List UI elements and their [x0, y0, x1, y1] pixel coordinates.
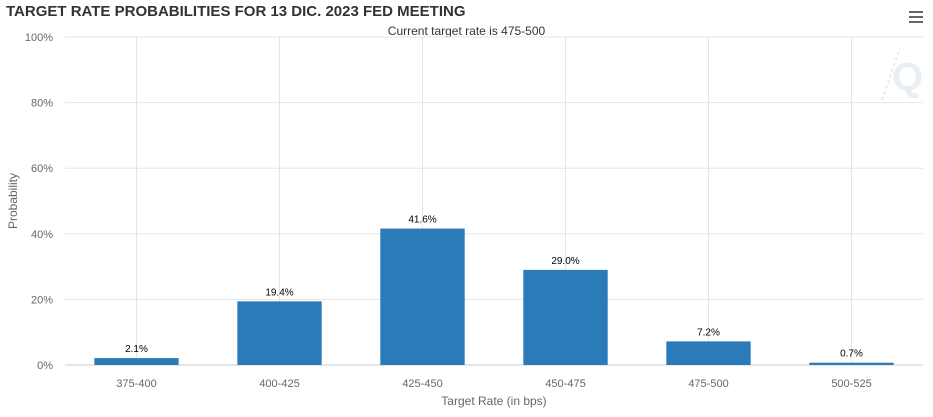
bar-400-425[interactable] [237, 301, 322, 365]
chart-subtitle: Current target rate is 475-500 [387, 24, 546, 38]
y-tick-label: 20% [31, 294, 53, 306]
x-tick-label: 500-525 [831, 378, 871, 390]
x-axis-title: Target Rate (in bps) [441, 394, 546, 408]
y-tick-label: 100% [25, 32, 53, 44]
data-label: 7.2% [697, 327, 720, 338]
bar-375-400[interactable] [94, 358, 179, 365]
y-tick-label: 40% [31, 229, 53, 241]
y-tick-label: 80% [31, 98, 53, 110]
data-label: 19.4% [265, 287, 293, 298]
x-tick-label: 425-450 [402, 378, 442, 390]
data-label: 2.1% [125, 344, 148, 355]
data-label: 29.0% [551, 256, 579, 267]
data-label: 41.6% [408, 215, 436, 226]
y-axis-title: Probability [6, 173, 20, 229]
x-tick-label: 375-400 [116, 378, 156, 390]
hamburger-menu-icon[interactable] [906, 9, 926, 27]
bar-500-525[interactable] [809, 362, 894, 365]
bar-450-475[interactable] [523, 269, 608, 365]
bar-475-500[interactable] [666, 341, 751, 365]
q-logo-icon: Q [881, 47, 923, 101]
x-tick-label: 400-425 [259, 378, 299, 390]
y-tick-label: 0% [37, 360, 53, 372]
bar-425-450[interactable] [380, 228, 465, 365]
x-tick-label: 450-475 [545, 378, 585, 390]
chart-title: TARGET RATE PROBABILITIES FOR 13 DIC. 20… [6, 3, 466, 20]
svg-text:Q: Q [892, 55, 923, 99]
data-label: 0.7% [840, 349, 863, 360]
y-tick-label: 60% [31, 163, 53, 175]
x-tick-label: 475-500 [688, 378, 728, 390]
